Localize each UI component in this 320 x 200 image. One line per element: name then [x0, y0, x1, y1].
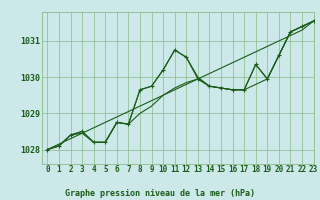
- Text: Graphe pression niveau de la mer (hPa): Graphe pression niveau de la mer (hPa): [65, 189, 255, 198]
